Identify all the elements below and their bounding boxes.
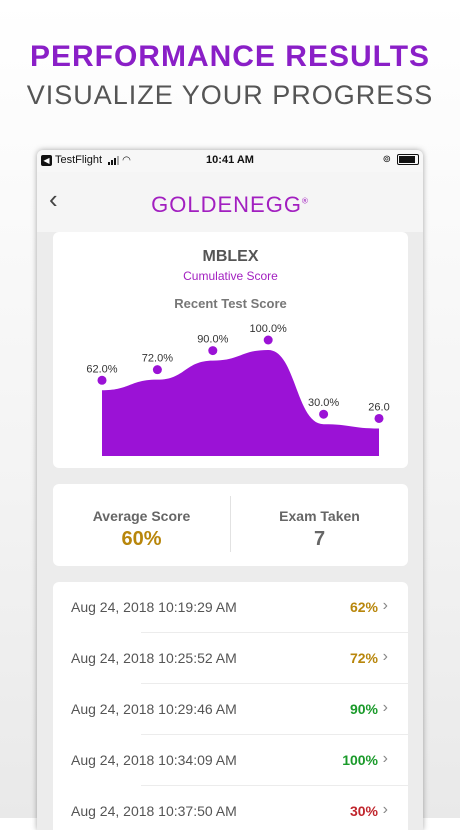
nav-bar: ‹ GOLDENEGG®: [37, 172, 423, 232]
row-divider: [141, 785, 408, 786]
chart-card: MBLEX Cumulative Score Recent Test Score…: [53, 232, 408, 468]
signal-icon: [108, 155, 120, 165]
status-right: ⊚: [383, 154, 419, 165]
chevron-right-icon: ›: [382, 699, 388, 716]
score-point: [319, 409, 329, 419]
goldenegg-logo: GOLDENEGG®: [37, 192, 423, 218]
status-left: ◀ TestFlight ◠: [41, 154, 131, 166]
score-data-label: 72.0%: [142, 353, 173, 365]
result-score: 62%: [349, 599, 378, 615]
results-list: Aug 24, 2018 10:19:29 AM 62% › Aug 24, 2018…: [53, 582, 408, 830]
row-divider: [141, 632, 408, 633]
back-chevron-icon[interactable]: ‹: [49, 184, 58, 214]
score-data-label: 90.0%: [197, 334, 228, 346]
promo-subtitle: VISUALIZE YOUR PROGRESS: [26, 80, 434, 110]
score-area: [102, 350, 379, 456]
average-score-value: 60%: [121, 528, 162, 550]
result-score: 30%: [349, 803, 378, 819]
chart-title: MBLEX: [202, 248, 259, 265]
wifi-icon: ◠: [122, 154, 131, 166]
back-to-app-icon[interactable]: ◀: [41, 154, 52, 166]
chevron-right-icon: ›: [382, 801, 388, 818]
exams-taken-stat: Exam Taken 7: [231, 484, 408, 566]
phone-screen: ◀ TestFlight ◠ 10:41 AM ⊚ ‹ GOLDENEGG® M…: [37, 150, 423, 830]
logo-mark: ®: [301, 196, 309, 206]
chevron-right-icon: ›: [382, 750, 388, 767]
result-date: Aug 24, 2018 10:29:46 AM: [71, 701, 237, 717]
row-divider: [141, 683, 408, 684]
exams-taken-value: 7: [313, 528, 326, 550]
carrier-label: TestFlight: [55, 154, 103, 166]
stats-divider: [230, 496, 231, 552]
score-data-label: 100.0%: [250, 323, 288, 335]
status-bar: ◀ TestFlight ◠ 10:41 AM ⊚: [37, 150, 423, 172]
chevron-right-icon: ›: [382, 648, 388, 665]
score-point: [208, 346, 218, 356]
result-date: Aug 24, 2018 10:34:09 AM: [71, 752, 237, 768]
score-point: [374, 413, 384, 423]
average-score-stat: Average Score 60%: [53, 484, 230, 566]
chart-heading: Recent Test Score: [174, 296, 287, 311]
score-data-label: 62.0%: [86, 363, 117, 375]
score-point: [152, 365, 162, 375]
orientation-lock-icon: ⊚: [382, 154, 391, 165]
score-data-label: 26.0: [368, 401, 389, 413]
status-time: 10:41 AM: [206, 154, 254, 166]
result-score: 72%: [349, 650, 378, 666]
promo-title: PERFORMANCE RESULTS: [29, 40, 431, 73]
row-divider: [141, 734, 408, 735]
exams-taken-label: Exam Taken: [279, 508, 360, 524]
result-score: 90%: [349, 701, 378, 717]
logo-text: GOLDENEGG: [151, 192, 302, 217]
chevron-right-icon: ›: [382, 597, 388, 614]
result-row[interactable]: Aug 24, 2018 10:25:52 AM 72% ›: [53, 633, 408, 684]
result-row[interactable]: Aug 24, 2018 10:29:46 AM 90% ›: [53, 684, 408, 735]
score-area-chart: 62.0% 72.0% 90.0% 100.0% 30.0% 26.0: [86, 323, 390, 456]
result-score: 100%: [342, 752, 378, 768]
chart-subtitle: Cumulative Score: [183, 269, 278, 283]
result-date: Aug 24, 2018 10:25:52 AM: [71, 650, 237, 666]
result-row[interactable]: Aug 24, 2018 10:37:50 AM 30% ›: [53, 786, 408, 830]
result-row[interactable]: Aug 24, 2018 10:34:09 AM 100% ›: [53, 735, 408, 786]
average-score-label: Average Score: [92, 508, 191, 524]
result-date: Aug 24, 2018 10:37:50 AM: [71, 803, 237, 819]
result-date: Aug 24, 2018 10:19:29 AM: [71, 599, 237, 615]
battery-icon: [397, 154, 419, 165]
stats-card: Average Score 60% Exam Taken 7: [53, 484, 408, 566]
score-data-label: 30.0%: [308, 397, 339, 409]
score-point: [97, 375, 107, 385]
result-row[interactable]: Aug 24, 2018 10:19:29 AM 62% ›: [53, 582, 408, 633]
score-point: [263, 335, 273, 345]
